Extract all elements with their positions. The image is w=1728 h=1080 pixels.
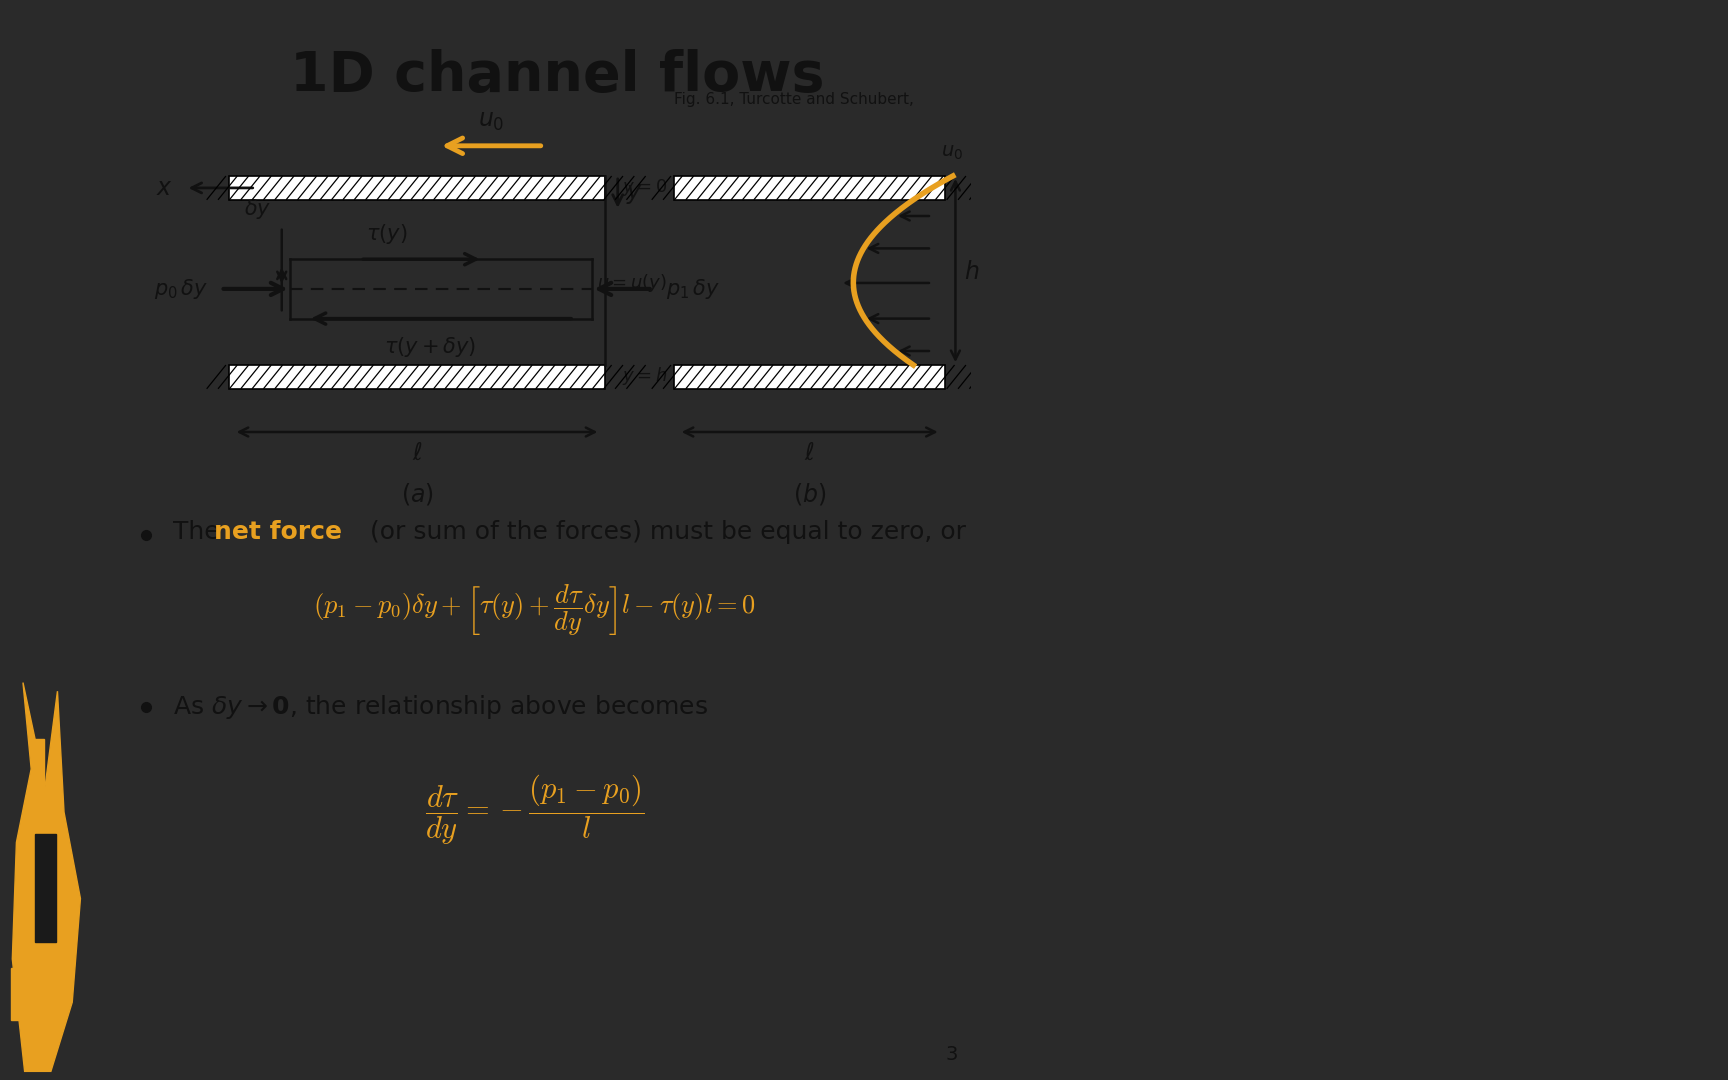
Text: $y$: $y$ <box>627 183 643 206</box>
Text: $\ell$: $\ell$ <box>411 441 422 464</box>
Bar <box>674 365 945 389</box>
Text: Fig. 6.1, Turcotte and Schubert,: Fig. 6.1, Turcotte and Schubert, <box>674 92 914 107</box>
Text: As $\delta y \rightarrow \mathbf{0}$, the relationship above becomes: As $\delta y \rightarrow \mathbf{0}$, th… <box>173 693 708 721</box>
Text: $y=0$: $y=0$ <box>622 177 667 199</box>
Text: 3: 3 <box>945 1044 957 1064</box>
Text: $(b)$: $(b)$ <box>793 481 826 507</box>
Text: $\ell$: $\ell$ <box>804 441 816 464</box>
Text: $p_0\,\delta y$: $p_0\,\delta y$ <box>154 276 207 301</box>
Text: $(p_1 - p_0)\delta y + \left[\tau(y) + \dfrac{d\tau}{dy}\delta y\right]l - \tau(: $(p_1 - p_0)\delta y + \left[\tau(y) + \… <box>313 582 757 638</box>
Bar <box>35 834 55 942</box>
Bar <box>674 176 945 200</box>
Bar <box>230 176 605 200</box>
Text: $\dfrac{d\tau}{dy} = -\dfrac{(p_1-p_0)}{l}$: $\dfrac{d\tau}{dy} = -\dfrac{(p_1-p_0)}{… <box>425 772 645 848</box>
Text: $\tau(y)$: $\tau(y)$ <box>366 222 408 246</box>
Text: $(a)$: $(a)$ <box>401 481 434 507</box>
Bar <box>33 739 43 795</box>
Text: $y=h$: $y=h$ <box>622 365 667 387</box>
Text: The: The <box>173 521 228 544</box>
Text: (or sum of the forces) must be equal to zero, or: (or sum of the forces) must be equal to … <box>363 521 966 544</box>
Bar <box>12 968 21 1020</box>
Text: $\tau(y+\delta y)$: $\tau(y+\delta y)$ <box>384 335 477 359</box>
Text: net force: net force <box>214 521 342 544</box>
Text: $u_0$: $u_0$ <box>479 109 505 133</box>
Text: $h$: $h$ <box>964 259 980 284</box>
Text: $u_0$: $u_0$ <box>940 143 962 162</box>
Bar <box>230 365 605 389</box>
Polygon shape <box>12 683 81 1071</box>
Text: $x$: $x$ <box>156 176 173 200</box>
Text: 1D channel flows: 1D channel flows <box>290 49 824 103</box>
Text: $p_1\,\delta y$: $p_1\,\delta y$ <box>665 276 719 301</box>
Text: $u=u(y)$: $u=u(y)$ <box>598 272 667 294</box>
Text: $\delta y$: $\delta y$ <box>244 198 271 221</box>
